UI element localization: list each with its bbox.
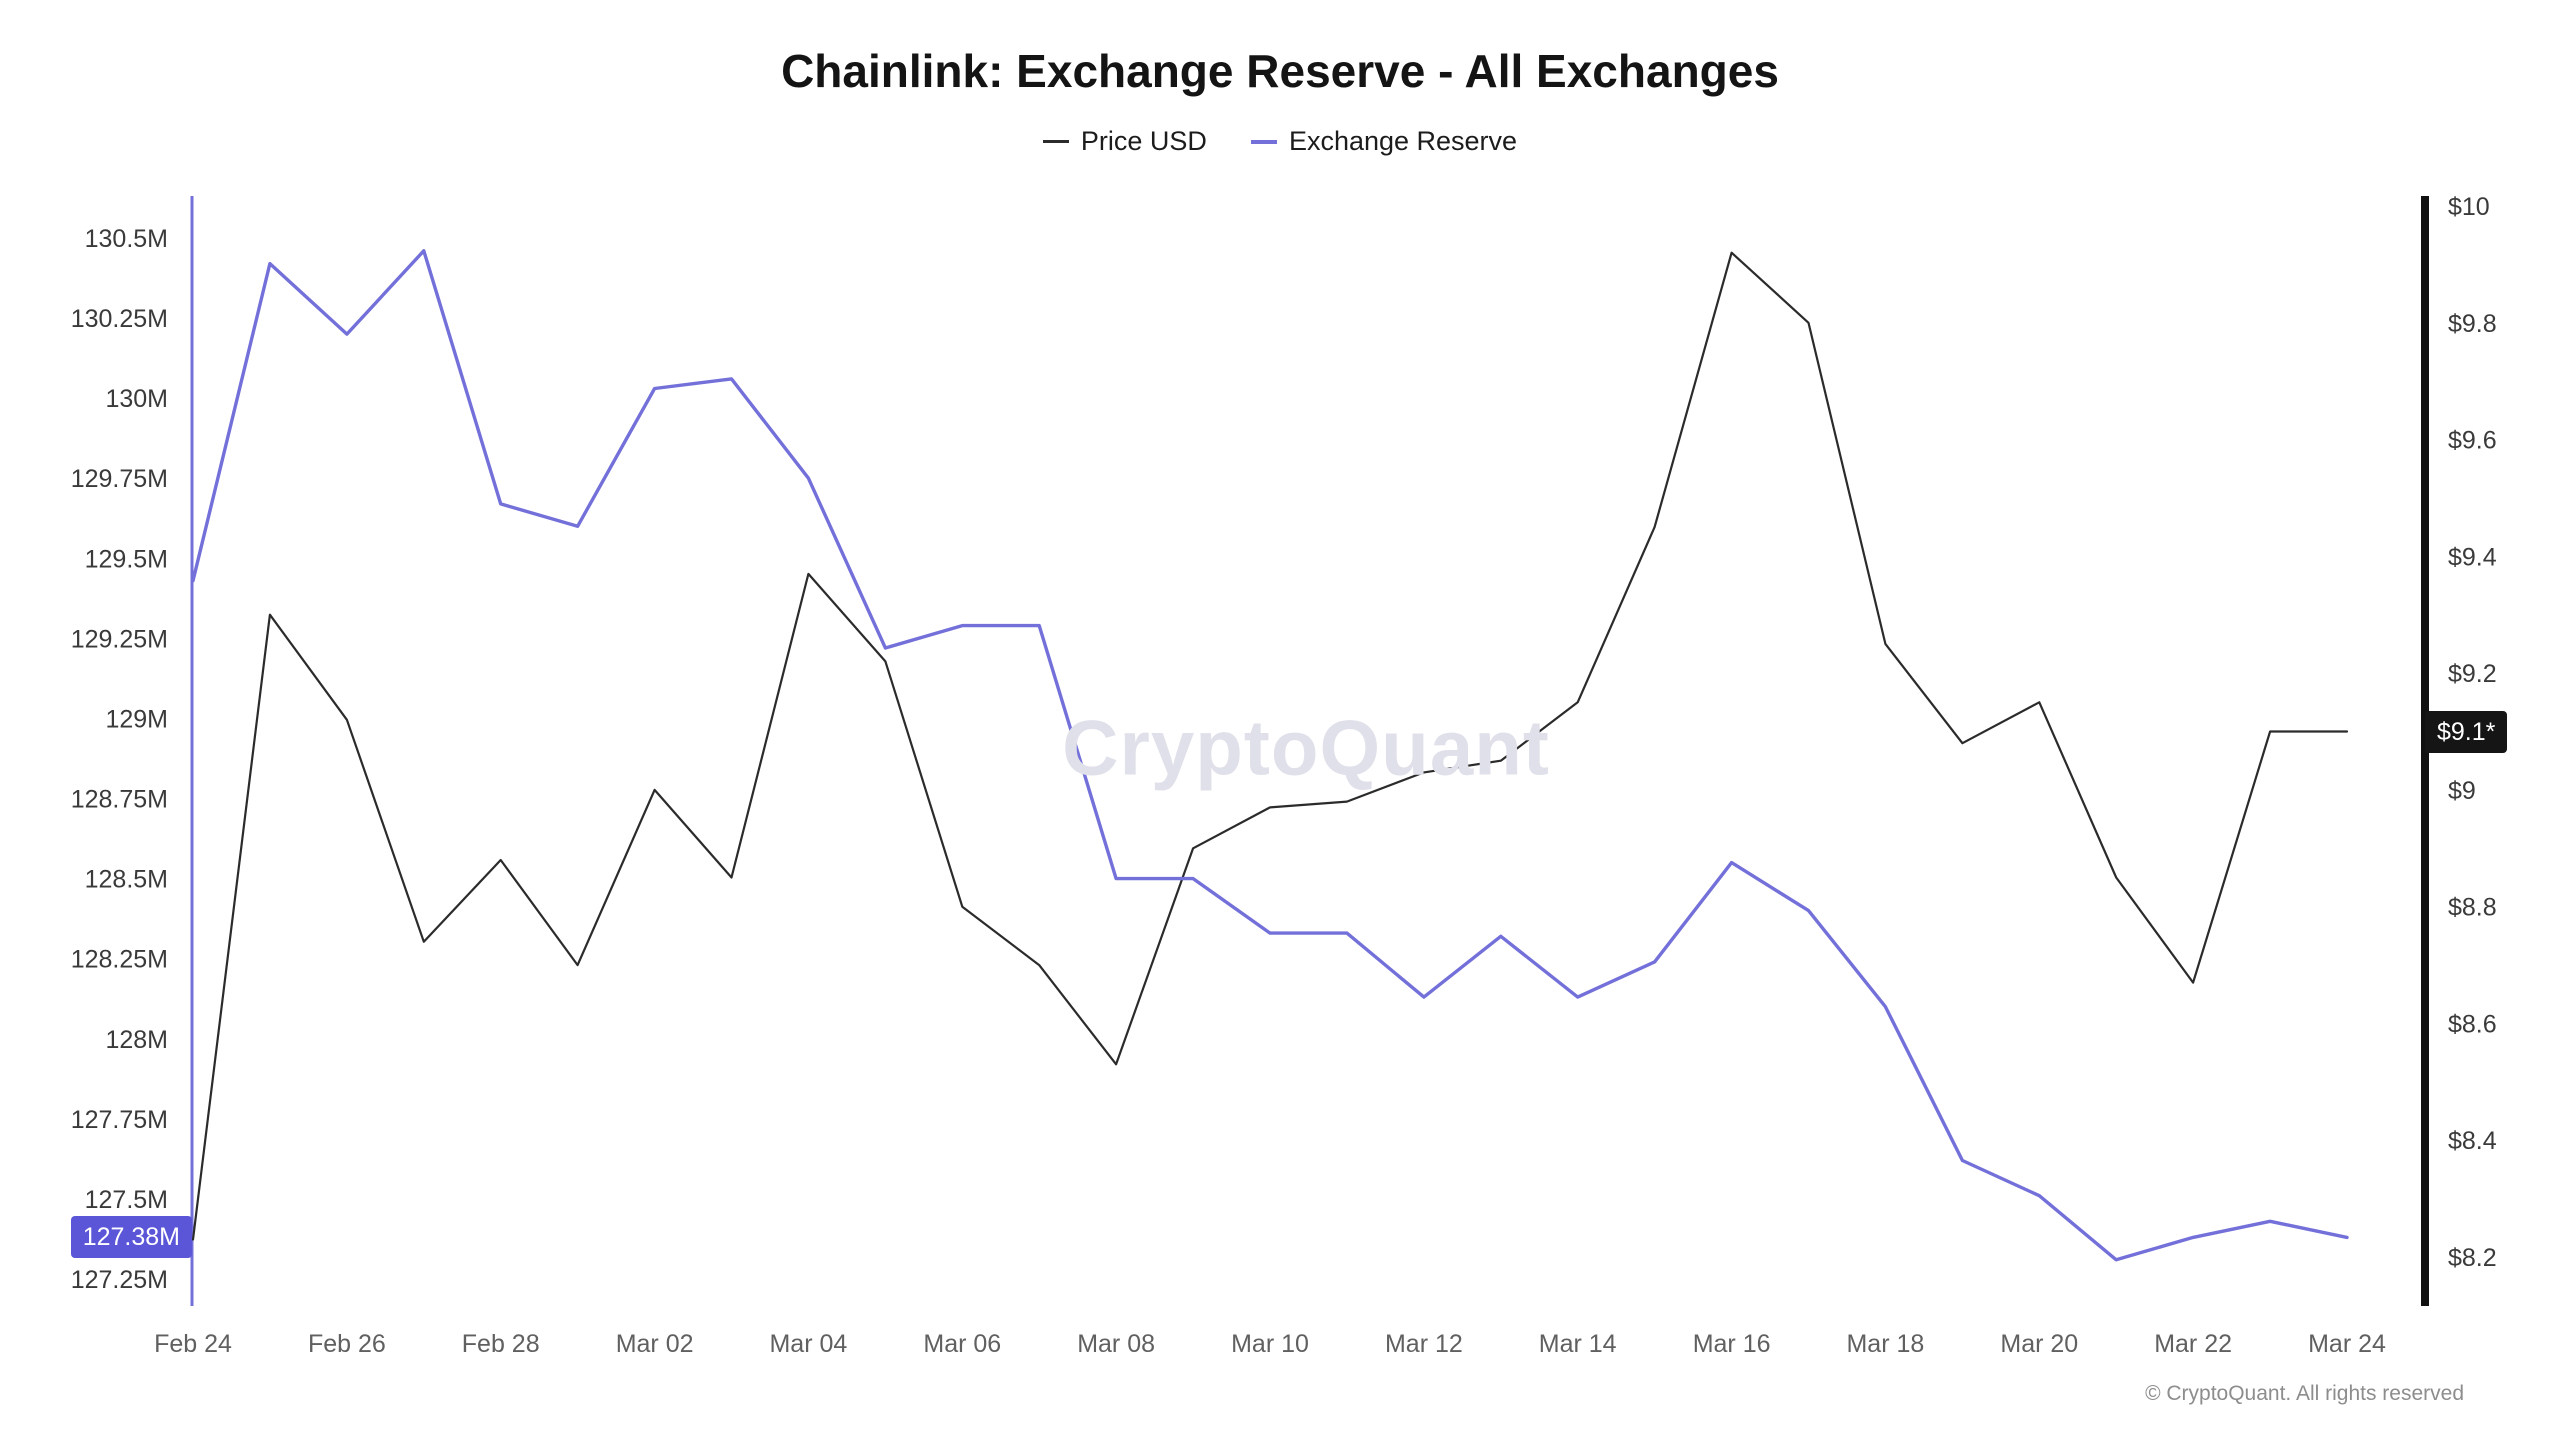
x-axis-tick: Mar 06: [923, 1330, 1001, 1358]
x-axis-tick: Mar 14: [1539, 1330, 1617, 1358]
reserve-line-swatch-icon: [1250, 139, 1277, 144]
series-line-exchange-reserve: [191, 249, 2349, 1262]
right-axis-tick: $8.4: [2448, 1127, 2497, 1155]
x-axis-tick: Mar 08: [1077, 1330, 1155, 1358]
x-axis-tick: Mar 24: [2308, 1330, 2386, 1358]
left-axis-tick: 129.75M: [71, 465, 168, 493]
x-axis-tick: Mar 18: [1846, 1330, 1924, 1358]
legend-label-exchange-reserve: Exchange Reserve: [1288, 126, 1518, 156]
x-axis-tick: Mar 20: [2000, 1330, 2078, 1358]
right-axis-tick: $8.2: [2448, 1244, 2497, 1272]
left-axis-tick: 130.25M: [71, 305, 168, 333]
x-axis-tick: Feb 26: [308, 1330, 386, 1358]
left-axis-tick: 128.75M: [71, 786, 168, 814]
left-axis-tick: 130.5M: [85, 225, 168, 253]
legend-item-price-usd[interactable]: Price USD: [1042, 126, 1207, 157]
right-axis-tick: $9.8: [2448, 310, 2497, 338]
left-axis-tick: 127.25M: [71, 1266, 168, 1294]
right-axis-tick: $8.8: [2448, 894, 2497, 922]
left-axis-current-badge: 127.38M: [70, 1216, 192, 1259]
left-axis-tick: 129M: [105, 706, 168, 734]
x-axis-tick: Feb 24: [154, 1330, 232, 1358]
left-axis-tick: 129.25M: [71, 625, 168, 653]
right-axis-tick: $10: [2448, 193, 2490, 221]
chart-title: Chainlink: Exchange Reserve - All Exchan…: [781, 45, 1779, 97]
right-axis-tick: $9.2: [2448, 660, 2497, 688]
left-axis-tick: 128.5M: [85, 866, 168, 894]
x-axis-tick: Mar 10: [1231, 1330, 1309, 1358]
x-axis-tick: Feb 28: [462, 1330, 540, 1358]
chart-plot-area[interactable]: 130.5M 130.25M 130M 129.75M 129.5M 129.25M 129…: [0, 180, 2560, 1430]
x-axis-tick: Mar 22: [2154, 1330, 2232, 1358]
right-axis-current-badge: $9.1*: [2425, 710, 2508, 753]
left-axis-tick: 128.25M: [71, 946, 168, 974]
left-axis-tick: 128M: [105, 1026, 168, 1054]
right-axis-tick: $9: [2448, 777, 2476, 805]
legend-label-price-usd: Price USD: [1080, 126, 1207, 156]
x-axis-tick: Mar 04: [769, 1330, 847, 1358]
x-axis-tick: Mar 02: [616, 1330, 694, 1358]
legend-item-exchange-reserve[interactable]: Exchange Reserve: [1250, 126, 1518, 157]
right-axis-tick: $8.6: [2448, 1010, 2497, 1038]
right-axis-tick: $9.6: [2448, 427, 2497, 455]
right-axis-tick: $9.4: [2448, 543, 2497, 571]
left-axis-tick: 127.5M: [85, 1186, 168, 1214]
legend: Price USD Exchange Reserve: [0, 126, 2560, 157]
x-axis-tick: Mar 16: [1693, 1330, 1771, 1358]
left-axis-tick: 129.5M: [85, 545, 168, 573]
series-line-price-usd: [191, 251, 2349, 1241]
left-axis-tick: 127.75M: [71, 1106, 168, 1134]
price-line-swatch-icon: [1042, 140, 1069, 143]
x-axis-tick: Mar 12: [1385, 1330, 1463, 1358]
left-axis-tick: 130M: [105, 385, 168, 413]
footer-copyright: © CryptoQuant. All rights reserved: [2145, 1382, 2464, 1405]
